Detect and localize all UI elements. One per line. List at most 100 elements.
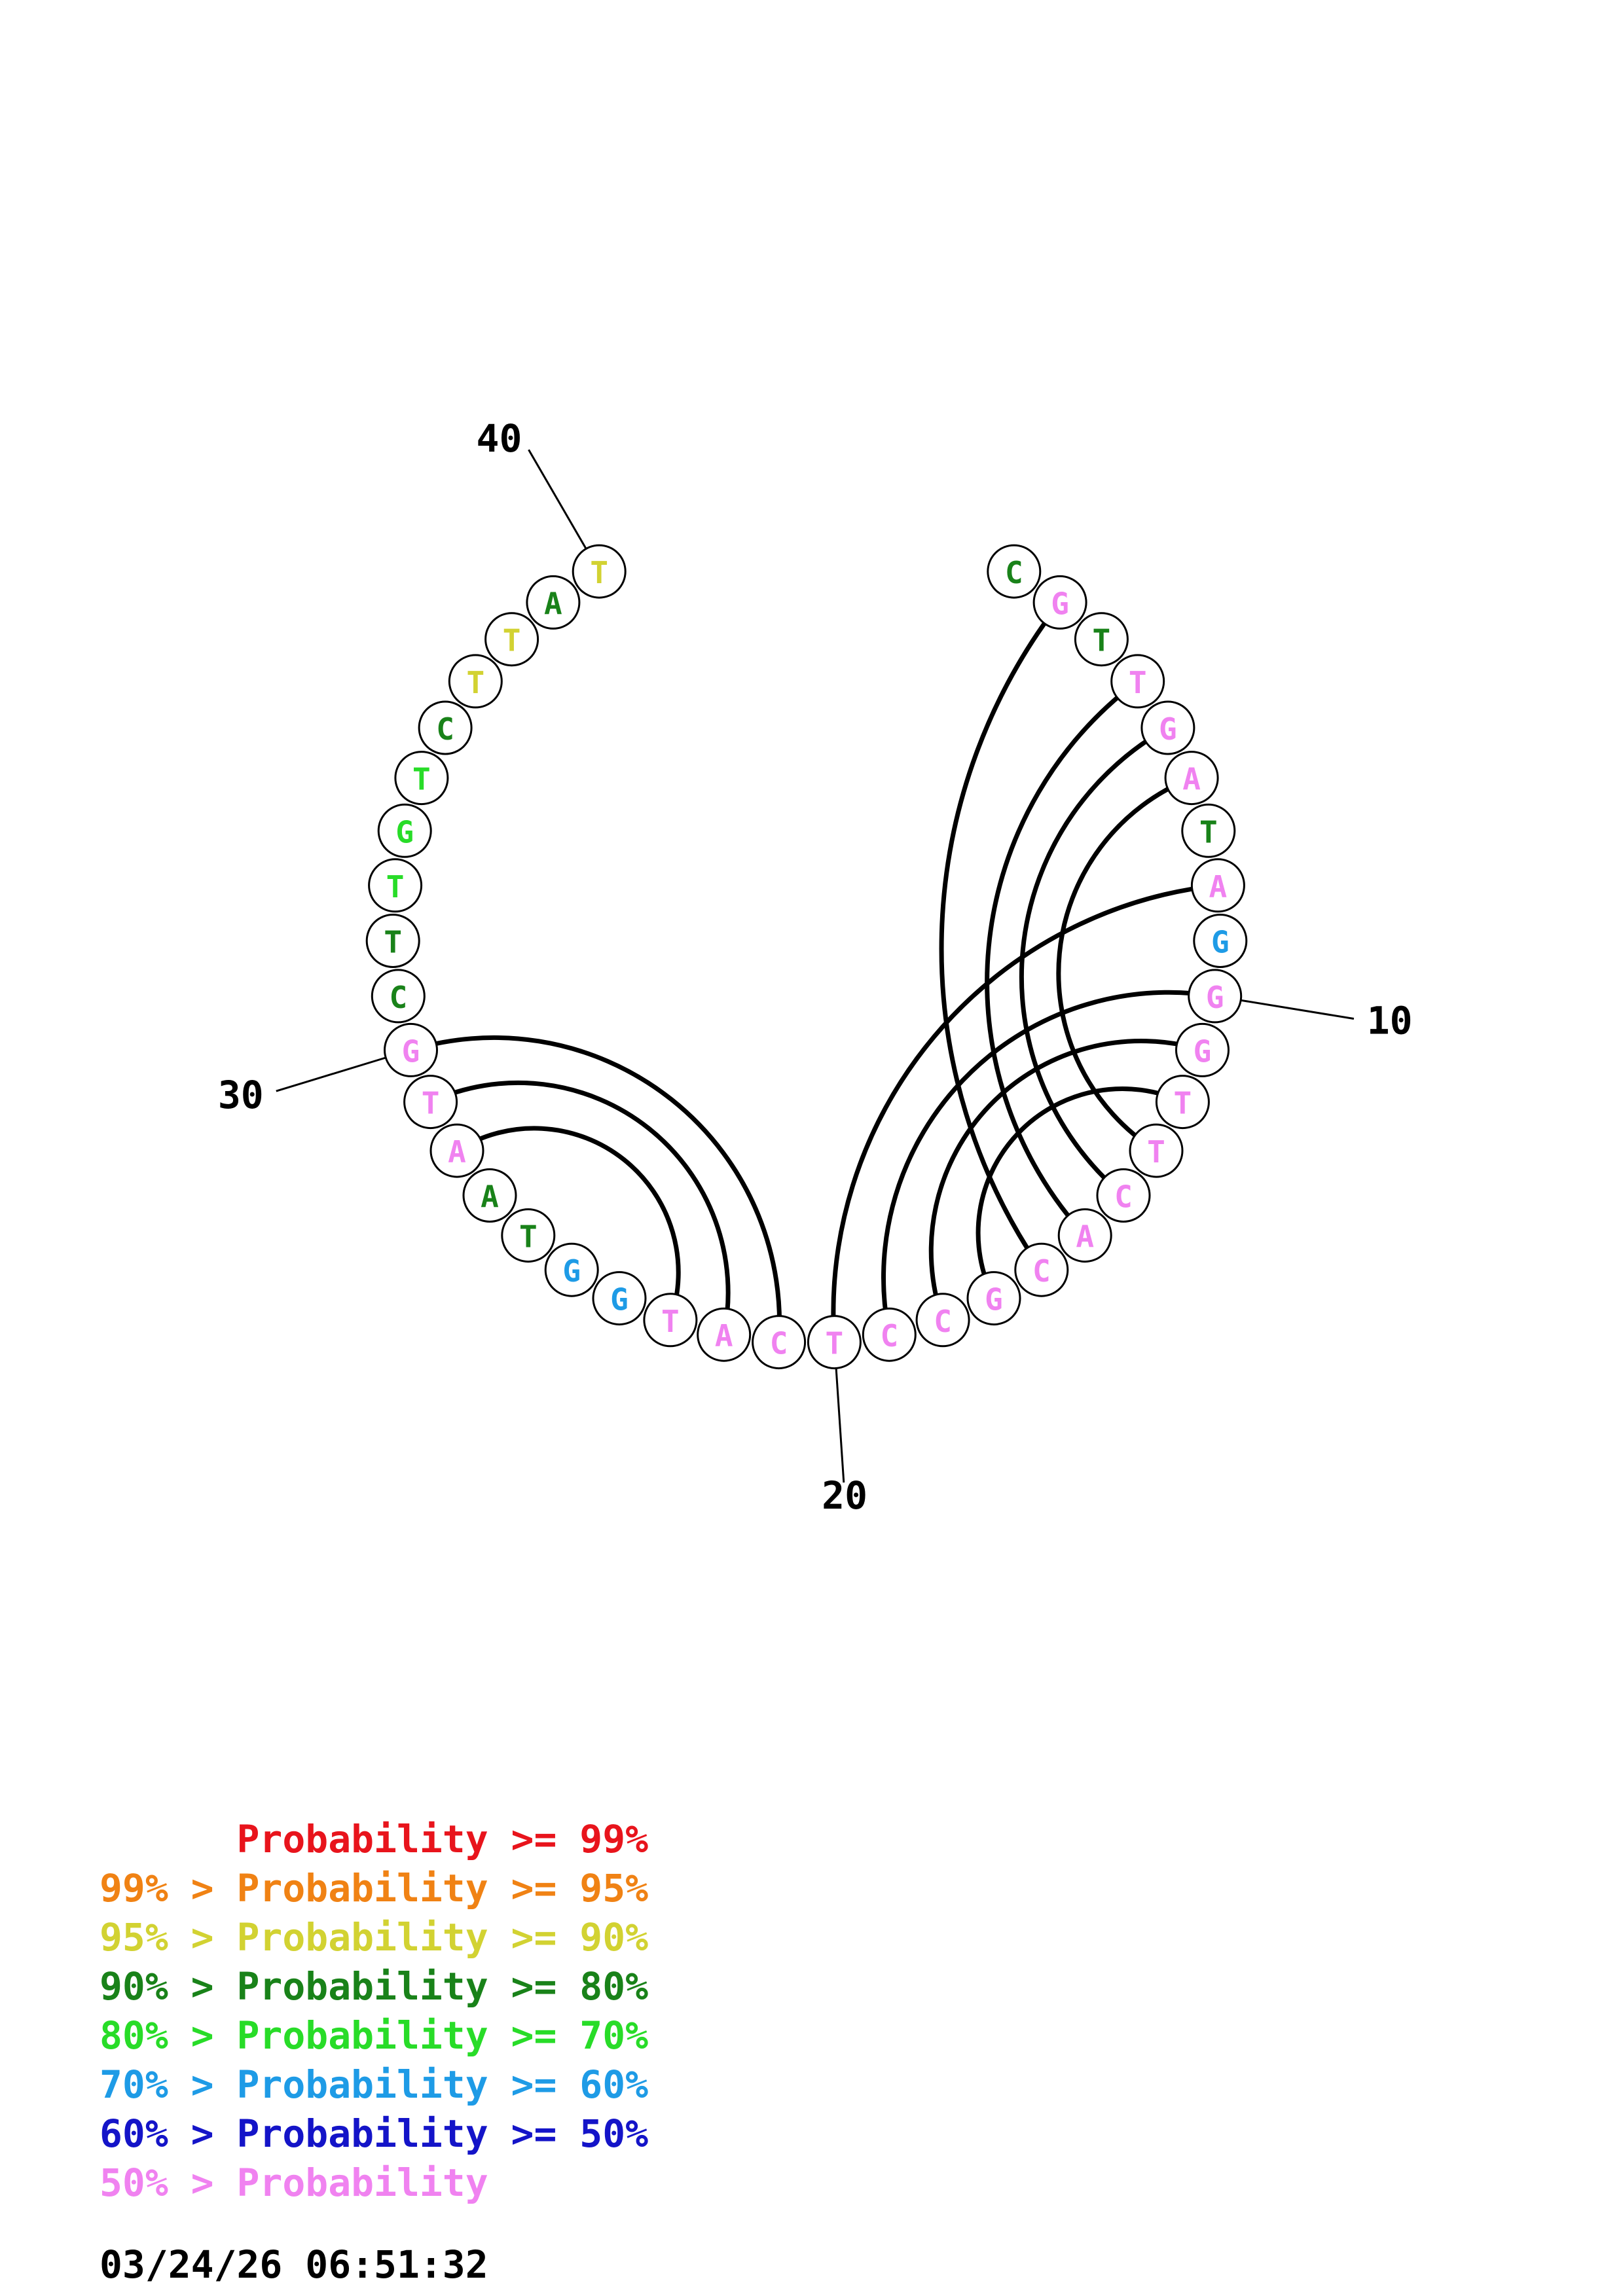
nucleotide-circle bbox=[418, 700, 473, 755]
tick-label: 20 bbox=[822, 1473, 867, 1518]
nucleotide-letter: T bbox=[661, 1304, 680, 1339]
nucleotide-circle bbox=[1140, 700, 1195, 755]
nucleotide-circle bbox=[1096, 1168, 1151, 1223]
nucleotide-letter: A bbox=[481, 1179, 499, 1215]
tick-line bbox=[276, 1056, 386, 1092]
nucleotide-circle bbox=[371, 969, 426, 1024]
nucleotide-circle bbox=[394, 751, 449, 806]
nucleotide-letter: G bbox=[985, 1282, 1003, 1318]
pair-arc bbox=[939, 600, 1063, 1272]
pair-arc bbox=[928, 1039, 1205, 1323]
nucleotide-28: A bbox=[429, 1123, 484, 1178]
nucleotide-27: A bbox=[462, 1168, 517, 1223]
nucleotide-letter: T bbox=[384, 925, 402, 960]
nucleotide-letter: G bbox=[402, 1033, 420, 1069]
nucleotide-37: T bbox=[448, 654, 503, 709]
nucleotide-letter: T bbox=[503, 623, 521, 658]
tick-label: 40 bbox=[477, 416, 522, 461]
nucleotide-31: C bbox=[371, 969, 426, 1024]
nucleotide-letter: T bbox=[590, 555, 608, 590]
nucleotide-24: G bbox=[592, 1271, 647, 1326]
nucleotide-circle bbox=[966, 1271, 1021, 1326]
nucleotide-letter: C bbox=[1114, 1179, 1133, 1215]
nucleotide-letter: T bbox=[1199, 814, 1218, 850]
nucleotide-circle bbox=[1181, 803, 1236, 858]
nucleotide-10: G bbox=[1188, 969, 1243, 1024]
position-ticks: 10 20 30 40 bbox=[218, 416, 1413, 1518]
nucleotide-letter: T bbox=[1129, 665, 1147, 700]
nucleotide-circle bbox=[403, 1075, 458, 1130]
nucleotide-circle bbox=[368, 858, 423, 913]
nucleotide-letter: G bbox=[1211, 925, 1230, 960]
nucleotide-35: T bbox=[394, 751, 449, 806]
nucleotide-circle bbox=[384, 1022, 438, 1077]
nucleotide-letter: T bbox=[422, 1086, 440, 1121]
legend-row: 70% > Probability >= 60% bbox=[100, 2062, 648, 2107]
nucleotide-letter: A bbox=[448, 1134, 466, 1170]
nucleotide-30: G bbox=[384, 1022, 438, 1077]
nucleotide-14: C bbox=[1096, 1168, 1151, 1223]
legend-row: 80% > Probability >= 70% bbox=[100, 2013, 648, 2058]
pair-arc bbox=[409, 1035, 782, 1345]
nucleotide-letter: C bbox=[934, 1304, 952, 1339]
nucleotide-letter: T bbox=[412, 762, 431, 797]
nucleotide-3: T bbox=[1074, 612, 1129, 667]
tick-line bbox=[1240, 999, 1355, 1020]
nucleotide-circle bbox=[365, 914, 420, 968]
nucleotide-letter: T bbox=[519, 1219, 538, 1255]
nucleotide-17: G bbox=[966, 1271, 1021, 1326]
nucleotide-circle bbox=[1175, 1022, 1230, 1077]
nucleotide-circle bbox=[1110, 654, 1165, 709]
nucleotide-12: T bbox=[1155, 1075, 1210, 1130]
nucleotide-circle bbox=[1032, 575, 1087, 630]
tick-label: 30 bbox=[218, 1073, 264, 1117]
nucleotide-letter: G bbox=[395, 814, 414, 850]
nucleotide-33: T bbox=[368, 858, 423, 913]
nucleotide-circle bbox=[1129, 1123, 1184, 1178]
nucleotide-circle bbox=[862, 1307, 917, 1362]
nucleotide-circle bbox=[572, 544, 627, 599]
nucleotide-letter: T bbox=[1093, 623, 1111, 658]
nucleotide-circle bbox=[462, 1168, 517, 1223]
nucleotide-21: C bbox=[752, 1315, 807, 1370]
legend-row: 90% > Probability >= 80% bbox=[100, 1964, 648, 2009]
pair-arcs bbox=[409, 600, 1220, 1345]
nucleotide-38: T bbox=[484, 612, 539, 667]
pair-arc bbox=[428, 1080, 731, 1337]
legend-row: 60% > Probability >= 50% bbox=[100, 2111, 648, 2156]
nucleotide-circle bbox=[448, 654, 503, 709]
nucleotide-11: G bbox=[1175, 1022, 1230, 1077]
nucleotide-20: T bbox=[807, 1315, 862, 1370]
nucleotide-circle bbox=[1074, 612, 1129, 667]
nucleotide-letter: A bbox=[715, 1318, 733, 1354]
nucleotide-2: G bbox=[1032, 575, 1087, 630]
legend-row: Probability >= 99% bbox=[100, 1817, 648, 1861]
nucleotide-circle bbox=[1188, 969, 1243, 1024]
nucleotide-letter: T bbox=[1174, 1086, 1192, 1121]
timestamp: 03/24/26 06:51:32 bbox=[100, 2242, 488, 2287]
nucleotide-19: C bbox=[862, 1307, 917, 1362]
legend-row: 50% > Probability bbox=[100, 2161, 488, 2205]
nucleotide-letter: G bbox=[1194, 1033, 1212, 1069]
nucleotide-4: T bbox=[1110, 654, 1165, 709]
nucleotide-15: A bbox=[1057, 1208, 1112, 1263]
nucleotide-letter: T bbox=[826, 1326, 844, 1361]
nucleotide-letter: T bbox=[466, 665, 484, 700]
nucleotide-26: T bbox=[501, 1208, 556, 1263]
probability-legend: Probability >= 99% 99% > Probability >= 9… bbox=[100, 1817, 648, 2205]
nucleotide-circle bbox=[501, 1208, 556, 1263]
nucleotide-letter: C bbox=[436, 711, 454, 747]
nucleotide-6: A bbox=[1164, 751, 1219, 806]
nucleotide-letter: A bbox=[1076, 1219, 1094, 1255]
nucleotide-circle bbox=[1057, 1208, 1112, 1263]
nucleotide-8: A bbox=[1190, 858, 1245, 913]
nucleotide-circle bbox=[1193, 914, 1248, 968]
tick-label: 10 bbox=[1367, 999, 1413, 1043]
pair-arc bbox=[881, 990, 1218, 1337]
nucleotide-25: G bbox=[544, 1242, 599, 1297]
nucleotide-circle bbox=[697, 1307, 752, 1362]
nucleotide-13: T bbox=[1129, 1123, 1184, 1178]
nucleotide-letter: T bbox=[1147, 1134, 1165, 1170]
nucleotide-circle bbox=[429, 1123, 484, 1178]
